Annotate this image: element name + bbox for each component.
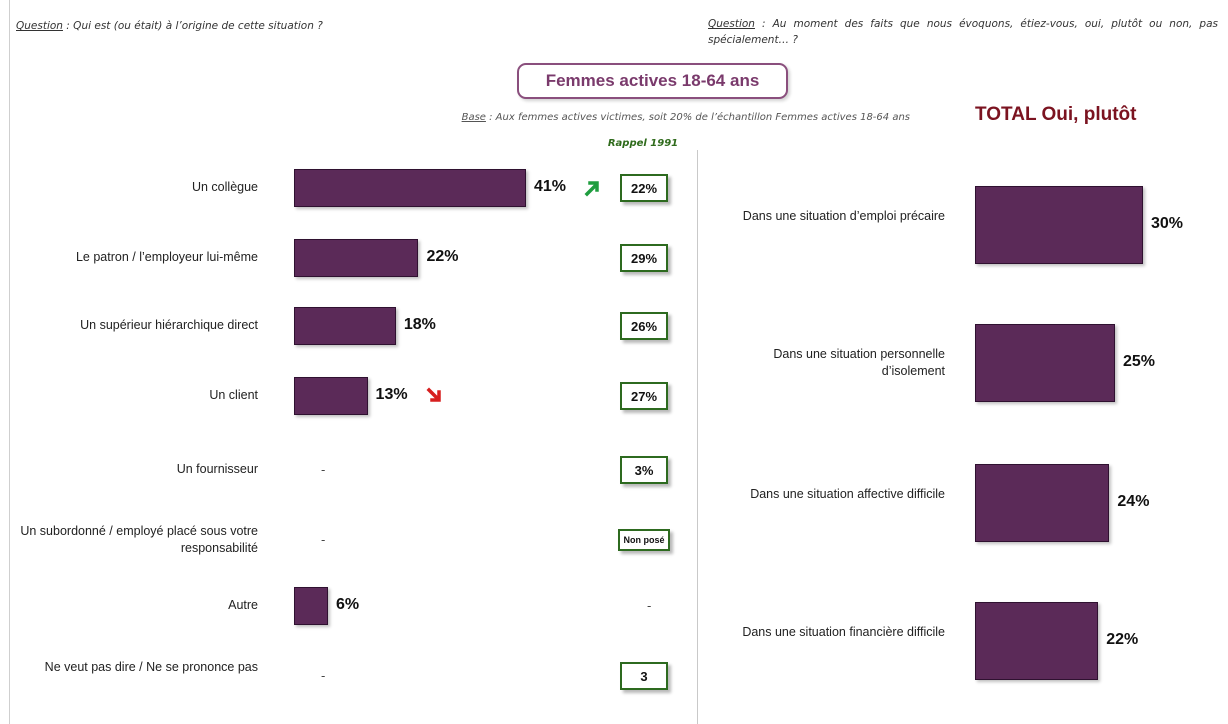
right-question: Question : Au moment des faits que nous … — [708, 16, 1218, 48]
chart-title: Femmes actives 18-64 ans — [517, 63, 788, 99]
category-label: Un fournisseur — [176, 462, 258, 476]
bar-mark — [294, 239, 419, 277]
category-label: Un collègue — [191, 180, 258, 194]
recall-box: 22% — [620, 174, 668, 202]
down-arrow-icon — [426, 387, 441, 402]
recall-header: Rappel 1991 — [607, 138, 679, 149]
bar-mark — [975, 186, 1143, 264]
bar-mark — [294, 307, 396, 345]
bar-mark — [294, 587, 328, 625]
recall-box: 26% — [620, 312, 668, 340]
recall-box: 29% — [620, 244, 668, 272]
right-question-text: : Au moment des faits que nous évoquons,… — [708, 18, 1218, 46]
recall-value: - — [647, 599, 652, 613]
base-text: : Aux femmes actives victimes, soit 20% … — [485, 112, 910, 123]
recall-box: 3% — [620, 456, 668, 484]
left-question: Question : Qui est (ou était) à l’origin… — [16, 20, 516, 32]
category-label: Dans une situation affective difficile — [750, 487, 945, 501]
category-label: Un client — [209, 388, 258, 402]
value-label: 41% — [534, 178, 567, 195]
category-label: Dans une situation personnelle d’isoleme… — [773, 347, 945, 378]
bar-mark — [294, 377, 368, 415]
recall-box: 3 — [620, 662, 668, 690]
value-label: 18% — [403, 316, 436, 333]
recall-box: Non posé — [618, 529, 670, 551]
value-label: - — [321, 669, 326, 683]
bar-mark — [975, 464, 1110, 542]
up-arrow-icon — [584, 181, 599, 197]
base-note: Base : Aux femmes actives victimes, soit… — [240, 112, 910, 123]
bar-mark — [975, 324, 1115, 402]
value-label: - — [321, 533, 326, 547]
category-label: Un supérieur hiérarchique direct — [80, 318, 258, 332]
value-label: 24% — [1117, 493, 1150, 510]
value-label: 25% — [1123, 353, 1156, 370]
value-label: 6% — [335, 596, 360, 613]
category-label: Autre — [228, 598, 258, 612]
base-label: Base — [461, 112, 486, 123]
category-label: Ne veut pas dire / Ne se prononce pas — [44, 660, 258, 674]
value-label: 22% — [426, 248, 459, 265]
category-label: Le patron / l’employeur lui-même — [75, 250, 258, 264]
right-question-label: Question — [708, 18, 755, 30]
left-question-label: Question — [16, 20, 63, 32]
left-question-text: : Qui est (ou était) à l’origine de cett… — [62, 20, 323, 32]
right-chart-title: TOTAL Oui, plutôt — [975, 104, 1137, 125]
category-label: Dans une situation financière difficile — [742, 625, 945, 639]
category-label: Un subordonné / employé placé sous votre… — [20, 524, 258, 555]
value-label: 30% — [1151, 215, 1184, 232]
value-label: 22% — [1106, 631, 1139, 648]
bar-mark — [975, 602, 1099, 680]
bar-mark — [294, 169, 526, 207]
value-label: - — [321, 463, 326, 477]
value-label: 13% — [375, 386, 408, 403]
column-divider — [697, 150, 698, 724]
left-margin-rule — [9, 0, 10, 724]
recall-box: 27% — [620, 382, 668, 410]
category-label: Dans une situation d’emploi précaire — [742, 209, 945, 223]
